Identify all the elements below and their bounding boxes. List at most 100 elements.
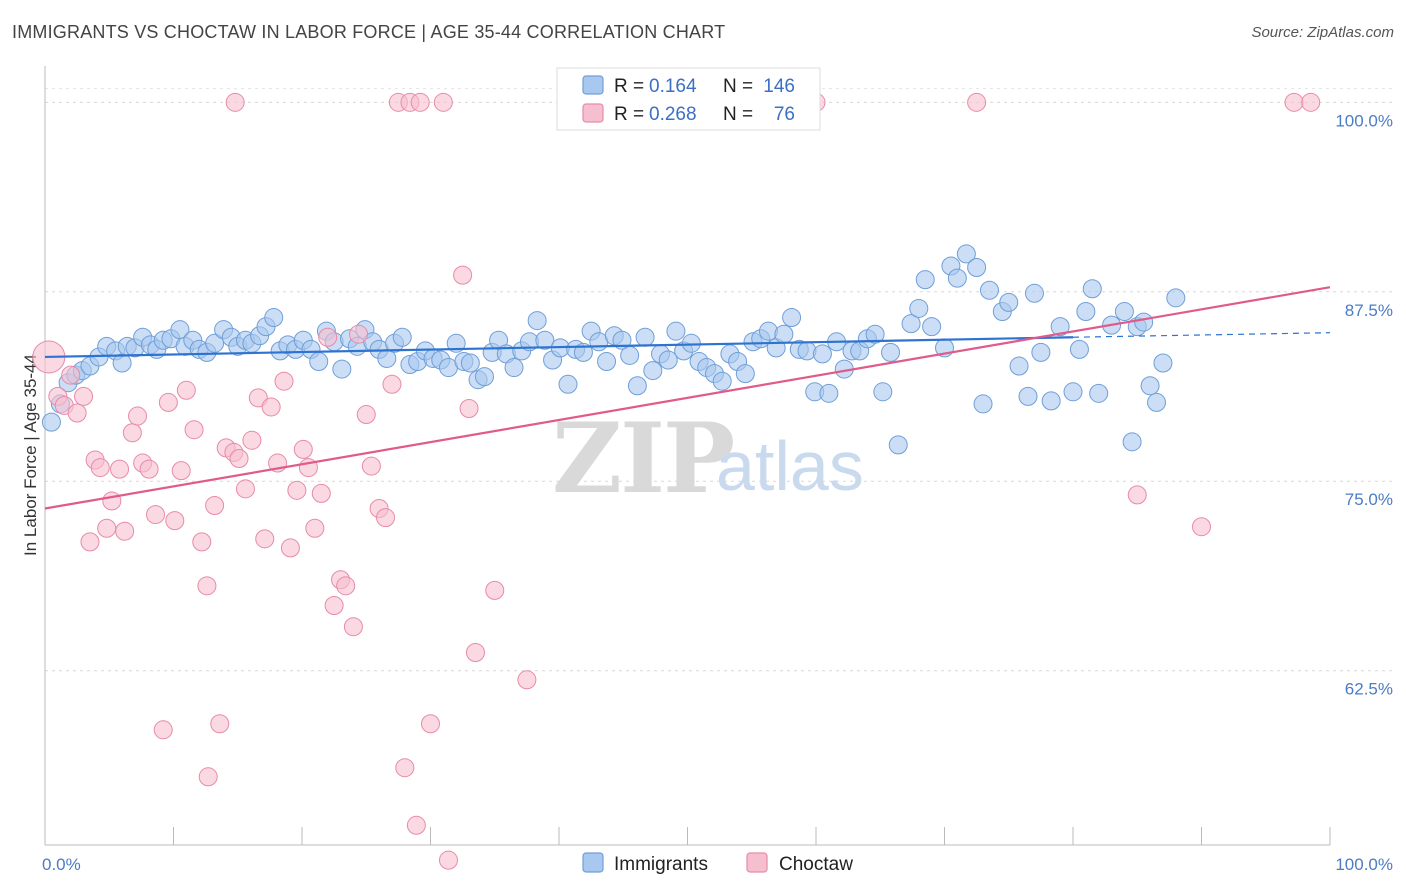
choctaw-point-56 (395, 758, 415, 778)
choctaw-point-74 (198, 767, 218, 787)
choctaw-point-72 (1284, 92, 1304, 112)
immigrants-point-54 (446, 333, 466, 353)
immigrants-point-9 (112, 353, 132, 373)
bottom-legend-choctaw-swatch (746, 852, 768, 873)
legend-choctaw-r-value: 0.268 (649, 104, 697, 125)
legend-immigrants-n-value: 146 (763, 76, 795, 97)
choctaw-point-37 (274, 371, 294, 391)
immigrants-point-78 (627, 376, 647, 396)
legend-choctaw-n-label: N = (723, 104, 753, 125)
choctaw-point-61 (433, 92, 453, 112)
choctaw-point-27 (210, 714, 230, 734)
immigrants-point-114 (909, 298, 929, 318)
choctaw-point-39 (287, 480, 307, 500)
choctaw-point-45 (324, 596, 344, 616)
choctaw-point-38 (280, 538, 300, 558)
choctaw-point-63 (453, 265, 473, 285)
choctaw-point-51 (361, 456, 381, 476)
choctaw-point-14 (128, 406, 148, 426)
choctaw-point-64 (459, 398, 479, 418)
immigrants-point-109 (865, 324, 885, 344)
choctaw-point-59 (410, 92, 430, 112)
immigrants-point-56 (460, 353, 480, 373)
choctaw-point-66 (485, 580, 505, 600)
immigrants-point-110 (873, 382, 893, 402)
choctaw-point-49 (349, 324, 369, 344)
immigrants-point-132 (1063, 382, 1083, 402)
immigrants-point-89 (712, 371, 732, 391)
immigrants-point-47 (392, 327, 412, 347)
choctaw-point-44 (318, 327, 338, 347)
y-tick-label-3: 62.5% (1345, 680, 1393, 699)
immigrants-point-82 (658, 350, 678, 370)
y-axis-label: In Labor Force | Age 35-44 (21, 354, 40, 556)
immigrants-point-71 (573, 342, 593, 362)
y-tick-label-0: 100.0% (1335, 111, 1393, 130)
choctaw-point-48 (343, 617, 363, 637)
immigrants-point-79 (635, 327, 655, 347)
choctaw-point-23 (184, 420, 204, 440)
choctaw-point-40 (293, 439, 313, 459)
choctaw-point-4 (67, 403, 87, 423)
choctaw-point-69 (967, 92, 987, 112)
immigrants-point-142 (1140, 376, 1160, 396)
bottom-legend-choctaw-label: Choctaw (779, 854, 853, 875)
choctaw-point-50 (356, 405, 376, 425)
choctaw-point-26 (205, 495, 225, 515)
immigrants-point-102 (812, 344, 832, 364)
immigrants-point-62 (504, 358, 524, 378)
choctaw-point-67 (517, 670, 537, 690)
choctaw-point-60 (421, 714, 440, 734)
legend-immigrants-r-label: R = (614, 76, 644, 97)
immigrants-point-121 (967, 258, 987, 278)
immigrants-point-144 (1153, 353, 1173, 373)
choctaw-point-35 (261, 397, 281, 417)
choctaw-point-31 (235, 479, 255, 499)
immigrants-point-112 (888, 435, 908, 455)
immigrants-point-130 (1041, 391, 1061, 411)
choctaw-point-53 (376, 508, 396, 528)
watermark: ZIP atlas (552, 402, 864, 515)
bottom-legend-immigrants-swatch (582, 852, 604, 873)
immigrants-point-129 (1031, 342, 1051, 362)
immigrants-trend-line (44, 336, 1074, 359)
choctaw-point-16 (139, 459, 159, 479)
bottom-legend-immigrants-label: Immigrants (614, 854, 708, 875)
choctaw-point-11 (110, 459, 130, 479)
x-tick-label-1: 100.0% (1335, 855, 1393, 874)
watermark-atlas: atlas (716, 427, 864, 505)
immigrants-point-65 (527, 311, 547, 331)
choctaw-point-32 (242, 430, 262, 450)
x-tick-label-0: 0.0% (42, 855, 81, 874)
choctaw-point-3 (61, 365, 81, 385)
axes (44, 66, 1331, 846)
immigrants-point-103 (819, 383, 839, 403)
immigrants-point-95 (758, 321, 778, 341)
immigrants-point-127 (1018, 386, 1038, 406)
immigrants-point-0 (41, 412, 61, 432)
legend-choctaw-r-label: R = (614, 104, 644, 125)
legend-immigrants-swatch (582, 75, 604, 95)
choctaw-point-9 (97, 518, 117, 538)
immigrants-point-123 (979, 280, 999, 300)
choctaw-point-10 (102, 491, 122, 511)
immigrants-point-122 (973, 394, 993, 414)
choctaw-point-73 (1301, 92, 1321, 112)
choctaw-point-34 (255, 529, 275, 549)
choctaw-point-62 (438, 850, 458, 870)
choctaw-point-71 (1192, 517, 1211, 537)
immigrants-point-128 (1024, 283, 1044, 303)
immigrants-point-85 (681, 333, 701, 353)
y-tick-labels: 100.0% 87.5% 75.0% 62.5% (1335, 111, 1393, 698)
immigrants-point-116 (922, 317, 942, 337)
immigrants-point-22 (205, 333, 225, 353)
immigrants-point-83 (666, 321, 686, 341)
choctaw-point-13 (122, 423, 142, 443)
immigrants-point-30 (264, 308, 284, 328)
y-tick-label-1: 87.5% (1345, 301, 1393, 320)
choctaw-point-54 (382, 374, 402, 394)
y-tick-label-2: 75.0% (1345, 490, 1393, 509)
choctaw-point-19 (158, 392, 178, 412)
immigrants-point-92 (735, 364, 755, 384)
